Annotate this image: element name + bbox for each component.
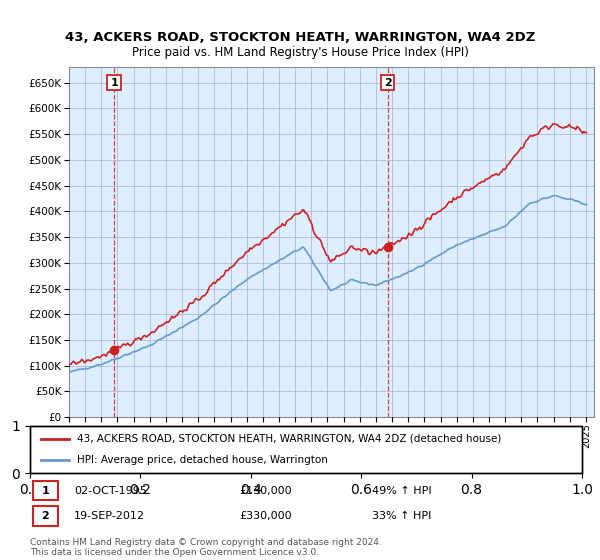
Text: 02-OCT-1995: 02-OCT-1995 xyxy=(74,486,147,496)
Text: 1: 1 xyxy=(110,78,118,88)
Text: £330,000: £330,000 xyxy=(240,511,292,521)
Text: 49% ↑ HPI: 49% ↑ HPI xyxy=(372,486,432,496)
Text: Contains HM Land Registry data © Crown copyright and database right 2024.
This d: Contains HM Land Registry data © Crown c… xyxy=(30,538,382,557)
Text: 33% ↑ HPI: 33% ↑ HPI xyxy=(372,511,431,521)
FancyBboxPatch shape xyxy=(33,506,58,526)
Text: 2: 2 xyxy=(41,511,49,521)
Text: £130,000: £130,000 xyxy=(240,486,292,496)
Text: HPI: Average price, detached house, Warrington: HPI: Average price, detached house, Warr… xyxy=(77,455,328,465)
Text: 2: 2 xyxy=(383,78,391,88)
Text: 1: 1 xyxy=(41,486,49,496)
FancyBboxPatch shape xyxy=(33,480,58,501)
Text: 43, ACKERS ROAD, STOCKTON HEATH, WARRINGTON, WA4 2DZ: 43, ACKERS ROAD, STOCKTON HEATH, WARRING… xyxy=(65,31,535,44)
Text: 43, ACKERS ROAD, STOCKTON HEATH, WARRINGTON, WA4 2DZ (detached house): 43, ACKERS ROAD, STOCKTON HEATH, WARRING… xyxy=(77,434,501,444)
Text: Price paid vs. HM Land Registry's House Price Index (HPI): Price paid vs. HM Land Registry's House … xyxy=(131,46,469,59)
Text: 19-SEP-2012: 19-SEP-2012 xyxy=(74,511,145,521)
